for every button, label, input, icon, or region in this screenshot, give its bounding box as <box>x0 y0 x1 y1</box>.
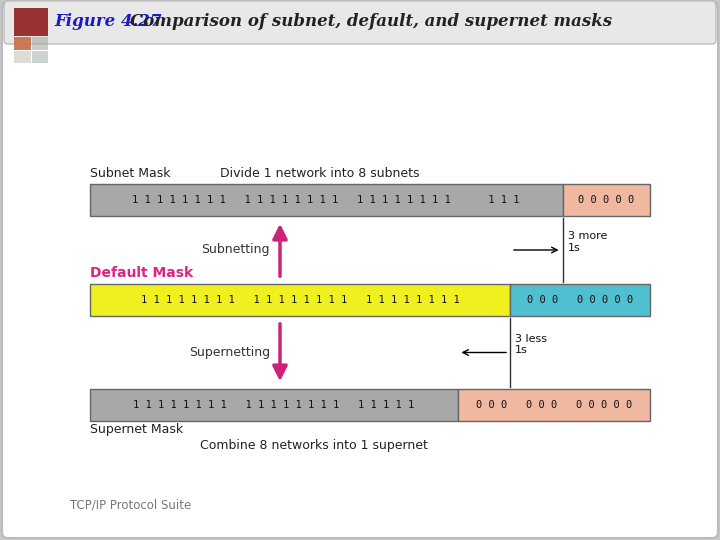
Text: 0 0 0   0 0 0 0 0: 0 0 0 0 0 0 0 0 <box>527 295 633 305</box>
Bar <box>90 184 562 216</box>
Text: Subnetting: Subnetting <box>202 244 270 256</box>
Text: 1 1 1 1 1 1 1 1   1 1 1 1 1 1 1 1   1 1 1 1 1 1 1 1      1 1 1: 1 1 1 1 1 1 1 1 1 1 1 1 1 1 1 1 1 1 1 1 … <box>132 195 520 205</box>
Text: 0 0 0   0 0 0   0 0 0 0 0: 0 0 0 0 0 0 0 0 0 0 0 <box>476 400 632 410</box>
FancyBboxPatch shape <box>4 1 716 44</box>
Bar <box>90 284 510 316</box>
Text: Divide 1 network into 8 subnets: Divide 1 network into 8 subnets <box>220 167 420 180</box>
Text: Supernet Mask: Supernet Mask <box>90 423 183 436</box>
Text: 3 more
1s: 3 more 1s <box>567 231 607 253</box>
Bar <box>14 37 31 50</box>
Text: 0 0 0 0 0: 0 0 0 0 0 <box>578 195 634 205</box>
Text: 1 1 1 1 1 1 1 1   1 1 1 1 1 1 1 1   1 1 1 1 1 1 1 1: 1 1 1 1 1 1 1 1 1 1 1 1 1 1 1 1 1 1 1 1 … <box>140 295 459 305</box>
Text: Supernetting: Supernetting <box>189 346 270 359</box>
Bar <box>90 389 457 421</box>
Bar <box>32 37 48 50</box>
Text: Combine 8 networks into 1 supernet: Combine 8 networks into 1 supernet <box>200 439 428 452</box>
Text: Comparison of subnet, default, and supernet masks: Comparison of subnet, default, and super… <box>130 12 612 30</box>
Bar <box>14 51 31 63</box>
Text: Figure 4.27: Figure 4.27 <box>54 12 161 30</box>
Text: TCP/IP Protocol Suite: TCP/IP Protocol Suite <box>70 499 192 512</box>
Bar <box>14 8 48 36</box>
Bar <box>457 389 650 421</box>
Text: 3 less
1s: 3 less 1s <box>515 334 547 355</box>
Bar <box>32 51 48 63</box>
Bar <box>510 284 650 316</box>
Text: Default Mask: Default Mask <box>90 266 193 280</box>
Text: Subnet Mask: Subnet Mask <box>90 167 171 180</box>
Bar <box>562 184 650 216</box>
Text: 1 1 1 1 1 1 1 1   1 1 1 1 1 1 1 1   1 1 1 1 1: 1 1 1 1 1 1 1 1 1 1 1 1 1 1 1 1 1 1 1 1 … <box>133 400 415 410</box>
